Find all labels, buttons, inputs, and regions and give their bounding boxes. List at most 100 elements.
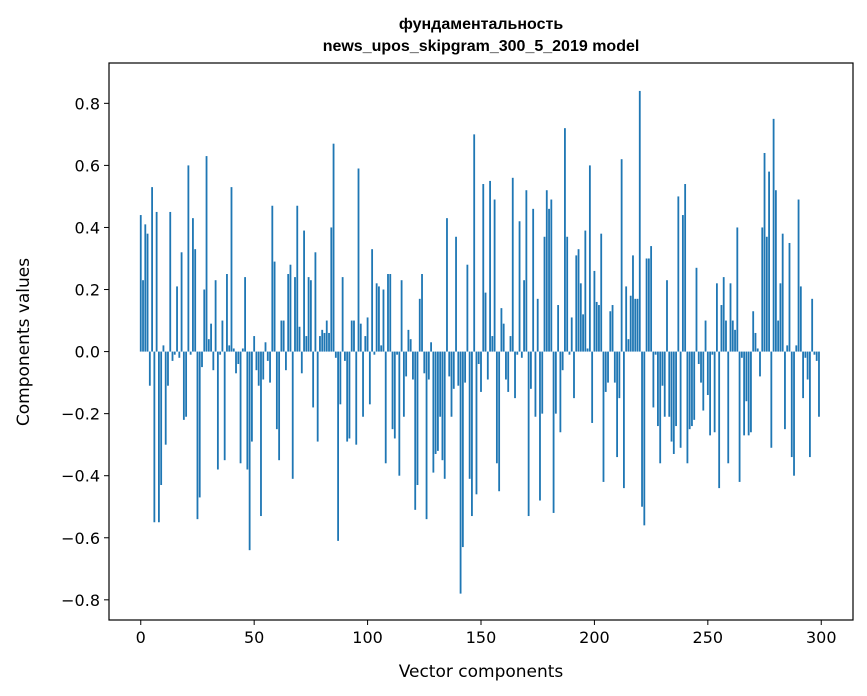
bar xyxy=(670,351,673,442)
bar xyxy=(378,286,380,352)
bar xyxy=(239,351,242,464)
bar xyxy=(300,351,303,374)
bar xyxy=(729,283,732,352)
bar xyxy=(180,252,183,352)
bar xyxy=(396,351,398,355)
bar xyxy=(144,224,147,352)
bar xyxy=(314,252,317,352)
bar xyxy=(700,351,702,383)
bar xyxy=(235,351,237,374)
bar xyxy=(577,249,580,352)
y-tick-label: −0.6 xyxy=(61,529,100,548)
bar xyxy=(797,199,800,352)
bar xyxy=(366,317,369,352)
bar xyxy=(228,345,231,352)
bar xyxy=(412,351,414,380)
bar xyxy=(774,190,777,352)
bar xyxy=(731,320,734,352)
bar xyxy=(468,351,471,479)
bar xyxy=(350,320,353,352)
bar xyxy=(305,336,308,352)
bar xyxy=(695,267,698,352)
bar xyxy=(359,323,362,352)
bar xyxy=(303,230,305,352)
bar xyxy=(788,242,791,352)
bar xyxy=(740,351,743,358)
bar xyxy=(450,351,453,417)
bar xyxy=(414,351,417,510)
y-tick-label: 0.8 xyxy=(75,94,100,113)
bar xyxy=(702,351,705,411)
bar xyxy=(148,351,151,386)
bar xyxy=(779,283,782,352)
bar xyxy=(244,277,246,352)
bar xyxy=(541,351,544,414)
bar xyxy=(207,339,210,352)
bar xyxy=(661,351,664,386)
bar xyxy=(294,277,296,352)
bar xyxy=(328,332,330,352)
bar xyxy=(275,351,278,430)
bar xyxy=(768,171,770,352)
bar xyxy=(747,351,750,436)
bar xyxy=(781,233,784,352)
bar xyxy=(566,236,569,352)
bar xyxy=(409,339,412,352)
bar xyxy=(480,351,482,392)
bar xyxy=(309,280,312,352)
x-axis-label: Vector components xyxy=(399,662,564,682)
bar xyxy=(815,351,818,361)
bar xyxy=(806,351,809,380)
bar xyxy=(557,305,560,352)
y-tick-label: 0.6 xyxy=(75,156,100,175)
bar xyxy=(278,351,281,461)
bar xyxy=(559,351,562,433)
bar xyxy=(416,351,419,486)
bar xyxy=(600,233,603,352)
bar xyxy=(727,351,730,464)
bar xyxy=(759,351,761,377)
bar xyxy=(716,283,718,352)
bar xyxy=(198,351,201,498)
bar xyxy=(550,199,553,352)
bar xyxy=(171,351,174,361)
bar xyxy=(355,351,358,445)
y-axis-ticks: −0.8 −0.6 −0.4 −0.2 0.0 0.2 0.4 0.6 0.8 xyxy=(61,94,109,610)
bar xyxy=(652,351,655,408)
bar xyxy=(786,345,789,352)
bar xyxy=(346,351,349,442)
bar xyxy=(602,351,605,482)
bar xyxy=(675,351,677,427)
bar xyxy=(373,351,376,355)
bar xyxy=(498,351,501,492)
bar xyxy=(364,336,367,352)
bar xyxy=(407,329,410,352)
bar xyxy=(146,233,149,352)
bar xyxy=(811,298,814,352)
bar xyxy=(543,236,546,352)
bar xyxy=(750,351,752,433)
bar xyxy=(471,351,473,517)
bar xyxy=(427,351,430,380)
bar xyxy=(722,277,725,352)
bar xyxy=(321,329,324,352)
bar xyxy=(509,336,512,352)
bar xyxy=(625,286,628,352)
bar xyxy=(260,351,262,517)
bar xyxy=(718,351,721,489)
bar xyxy=(561,351,564,371)
bar xyxy=(772,118,775,352)
bar xyxy=(713,351,716,433)
bar xyxy=(446,218,448,352)
bar xyxy=(756,348,759,352)
bar xyxy=(357,168,360,352)
bar xyxy=(448,351,451,377)
bar xyxy=(532,208,535,352)
bar xyxy=(536,298,539,352)
bar xyxy=(418,298,421,352)
bar xyxy=(151,187,153,352)
bar xyxy=(495,351,498,464)
bar xyxy=(432,351,435,473)
bar xyxy=(684,184,687,352)
bar xyxy=(423,351,426,374)
